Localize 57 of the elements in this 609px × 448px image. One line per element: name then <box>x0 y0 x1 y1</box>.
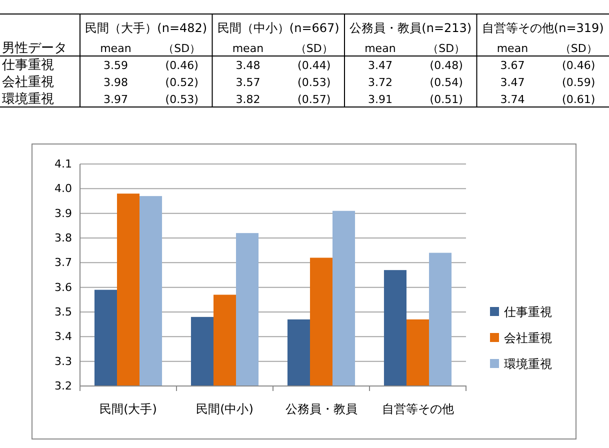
text: 民間（中小）(n=667) <box>217 21 340 35</box>
x-tick-label: 民間(大手) <box>100 402 157 416</box>
text: mean <box>364 42 396 55</box>
text: 3.47 <box>500 76 525 89</box>
text: (0.51) <box>430 93 463 106</box>
text: (0.54) <box>430 76 463 89</box>
y-tick-label: 3.4 <box>54 330 72 344</box>
text: 3.67 <box>500 59 525 72</box>
text: 仕事重視 <box>2 58 54 73</box>
text: 3.74 <box>500 93 525 106</box>
text: (0.53) <box>298 76 331 89</box>
text: (0.53) <box>165 93 198 106</box>
text: (0.57) <box>298 93 331 106</box>
text: mean <box>496 42 528 55</box>
text: (0.61) <box>562 93 596 106</box>
text: (0.52) <box>165 76 198 89</box>
text: mean <box>100 42 132 55</box>
text: (0.59) <box>562 76 596 89</box>
y-tick-label: 4.0 <box>54 182 72 196</box>
y-tick-label: 3.6 <box>54 280 72 294</box>
text: 男性データ <box>2 41 67 56</box>
text: 3.98 <box>103 76 128 89</box>
text: （SD） <box>560 42 598 55</box>
y-tick-label: 4.1 <box>54 158 72 171</box>
y-tick-label: 3.2 <box>54 380 72 393</box>
text: 3.91 <box>368 93 392 106</box>
text: 3.97 <box>103 93 128 106</box>
legend-label: 環境重視 <box>504 357 552 371</box>
y-tick-label: 3.7 <box>54 256 72 270</box>
text: mean <box>232 42 264 55</box>
text: 3.47 <box>368 59 392 72</box>
text: （SD） <box>163 42 201 55</box>
y-tick-label: 3.8 <box>54 232 72 245</box>
text: 3.59 <box>103 59 128 72</box>
text: 公務員・教員(n=213) <box>350 21 472 35</box>
text: （SD） <box>295 42 333 55</box>
text: 3.57 <box>236 76 260 89</box>
legend-label: 仕事重視 <box>503 305 552 319</box>
text: 環境重視 <box>2 92 54 107</box>
x-tick-label: 民間(中小) <box>196 402 254 416</box>
y-tick-label: 3.3 <box>54 354 72 368</box>
text: 民間（大手）(n=482) <box>85 21 208 35</box>
x-tick-label: 公務員・教員 <box>285 402 358 416</box>
text: (0.46) <box>562 59 596 72</box>
text: 3.82 <box>236 93 260 106</box>
text: (0.46) <box>165 59 198 72</box>
text: 会社重視 <box>2 75 54 90</box>
y-tick-label: 3.9 <box>54 206 72 220</box>
text: (0.48) <box>430 59 463 72</box>
legend-label: 会社重視 <box>504 331 552 345</box>
y-tick-label: 3.5 <box>54 306 72 319</box>
text: 3.48 <box>236 59 260 72</box>
x-tick-label: 自営等その他 <box>382 402 454 416</box>
text: （SD） <box>428 42 466 55</box>
text: 3.72 <box>368 76 392 89</box>
text: 自営等その他(n=319) <box>482 21 604 35</box>
text: (0.44) <box>298 59 331 72</box>
